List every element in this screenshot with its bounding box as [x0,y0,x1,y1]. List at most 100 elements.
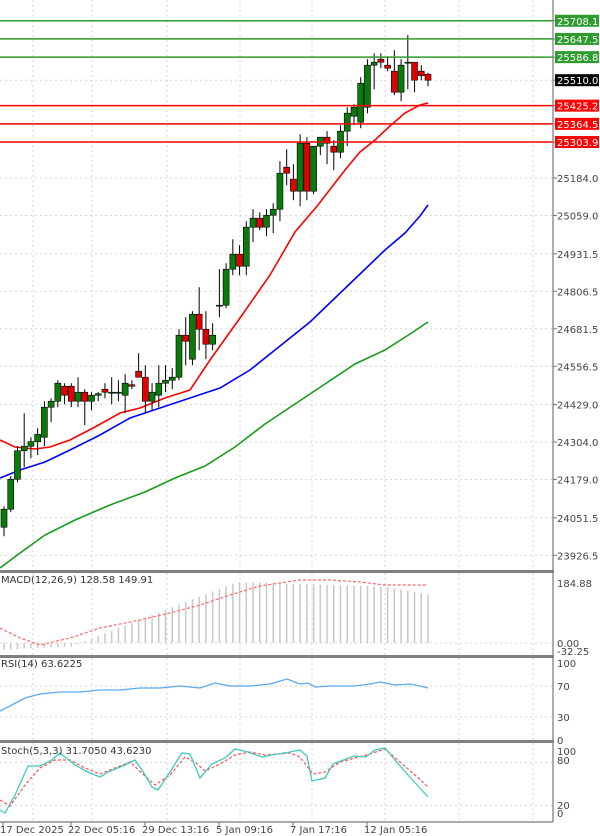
stoch-label: Stoch(5,3,3) 31.7050 43.6230 [1,746,152,757]
candle-body-bearish [101,388,109,393]
candle[interactable] [148,383,156,411]
candle[interactable] [424,72,432,87]
candle[interactable] [54,380,62,408]
candle[interactable] [242,221,250,276]
candle[interactable] [88,392,95,411]
candle[interactable] [128,380,136,390]
candle[interactable] [135,353,142,378]
candle-body-bearish [202,328,210,345]
candle[interactable] [182,317,190,366]
candle[interactable] [168,368,176,390]
candle[interactable] [229,239,237,276]
macd-signal-line [0,579,428,646]
candle[interactable] [68,383,75,408]
candle[interactable] [404,35,412,90]
candle[interactable] [249,209,257,243]
candle[interactable] [175,329,183,381]
candle[interactable] [350,104,358,126]
candle-body-bullish [148,391,156,402]
time-axis-label: 5 Jan 09:16 [216,825,273,836]
candle[interactable] [411,61,418,93]
price-axis-label: 24304.0 [557,438,598,449]
candle[interactable] [209,323,216,351]
candle[interactable] [370,53,378,90]
candle[interactable] [189,311,196,366]
candle-body-bullish [47,400,55,408]
candle[interactable] [397,59,405,102]
candle[interactable] [108,377,115,405]
candle[interactable] [61,383,68,405]
candle[interactable] [0,506,8,537]
candle[interactable] [34,428,41,456]
candle[interactable] [142,365,149,414]
rsi-panel[interactable]: RSI(14) 63.6225 [0,659,553,718]
candle[interactable] [377,53,385,69]
candle[interactable] [357,77,364,129]
candle-body-bullish [121,382,129,396]
candle[interactable] [310,145,317,195]
candle-body-bullish [249,217,257,228]
candle-body-bullish [310,145,317,192]
candle[interactable] [216,269,223,318]
candle-body-bullish [357,82,364,123]
candle[interactable] [162,365,169,393]
price-axis-label: 24556.5 [557,362,598,373]
candle[interactable] [236,245,243,276]
time-axis-label: 7 Jan 17:16 [290,825,347,836]
candle-body-bearish [256,217,264,228]
price-axis-label: 25184.0 [557,174,598,185]
candle[interactable] [74,377,82,408]
rsi-line [0,678,429,712]
price-tag-label: 25586.8 [557,53,598,64]
candle[interactable] [417,65,425,81]
candle[interactable] [343,107,351,147]
candle[interactable] [303,137,311,201]
stoch-axis-label: 80 [557,756,570,767]
candle-body-bullish [74,391,82,402]
candle-body-bullish [168,376,176,381]
candle[interactable] [296,134,304,207]
candle[interactable] [94,392,102,402]
candle[interactable] [269,203,277,234]
candle-body-bullish [242,226,250,267]
candle[interactable] [47,398,55,423]
candle[interactable] [115,380,122,402]
candle[interactable] [202,311,210,360]
candle[interactable] [14,446,21,483]
candle-body-bullish [364,64,371,108]
candle-body-bullish [94,393,102,396]
candle[interactable] [41,401,48,447]
candle[interactable] [317,136,324,156]
candle[interactable] [155,365,163,408]
price-tag-label: 25708.1 [557,17,598,28]
candle-body-bullish [216,304,223,307]
candle[interactable] [276,161,284,222]
candle[interactable] [222,263,230,309]
candle-body-bullish [7,478,15,510]
candle[interactable] [20,413,28,468]
stoch-panel[interactable]: Stoch(5,3,3) 31.7050 43.6230 [0,746,553,814]
candle[interactable] [7,476,15,513]
candle[interactable] [27,437,35,459]
candle[interactable] [330,140,338,171]
candle[interactable] [384,56,391,72]
candle-body-bullish [404,61,412,64]
candle[interactable] [81,389,89,426]
candle[interactable] [101,383,109,399]
price-axis-label: 24429.0 [557,401,598,412]
candle-body-bearish [195,313,203,330]
macd-panel[interactable]: MACD(12,26,9) 128.58 149.91 [0,575,553,650]
candle[interactable] [283,149,290,186]
candle[interactable] [263,209,270,237]
time-axis-label: 12 Jan 05:16 [364,825,427,836]
candle[interactable] [195,287,203,351]
candle[interactable] [256,212,264,231]
candle[interactable] [364,59,371,114]
candle[interactable] [290,164,297,201]
candle[interactable] [323,131,331,165]
price-panel[interactable] [0,20,553,569]
candle-body-bearish [384,64,391,69]
candle[interactable] [121,374,129,414]
price-axis-label: 25059.0 [557,212,598,223]
